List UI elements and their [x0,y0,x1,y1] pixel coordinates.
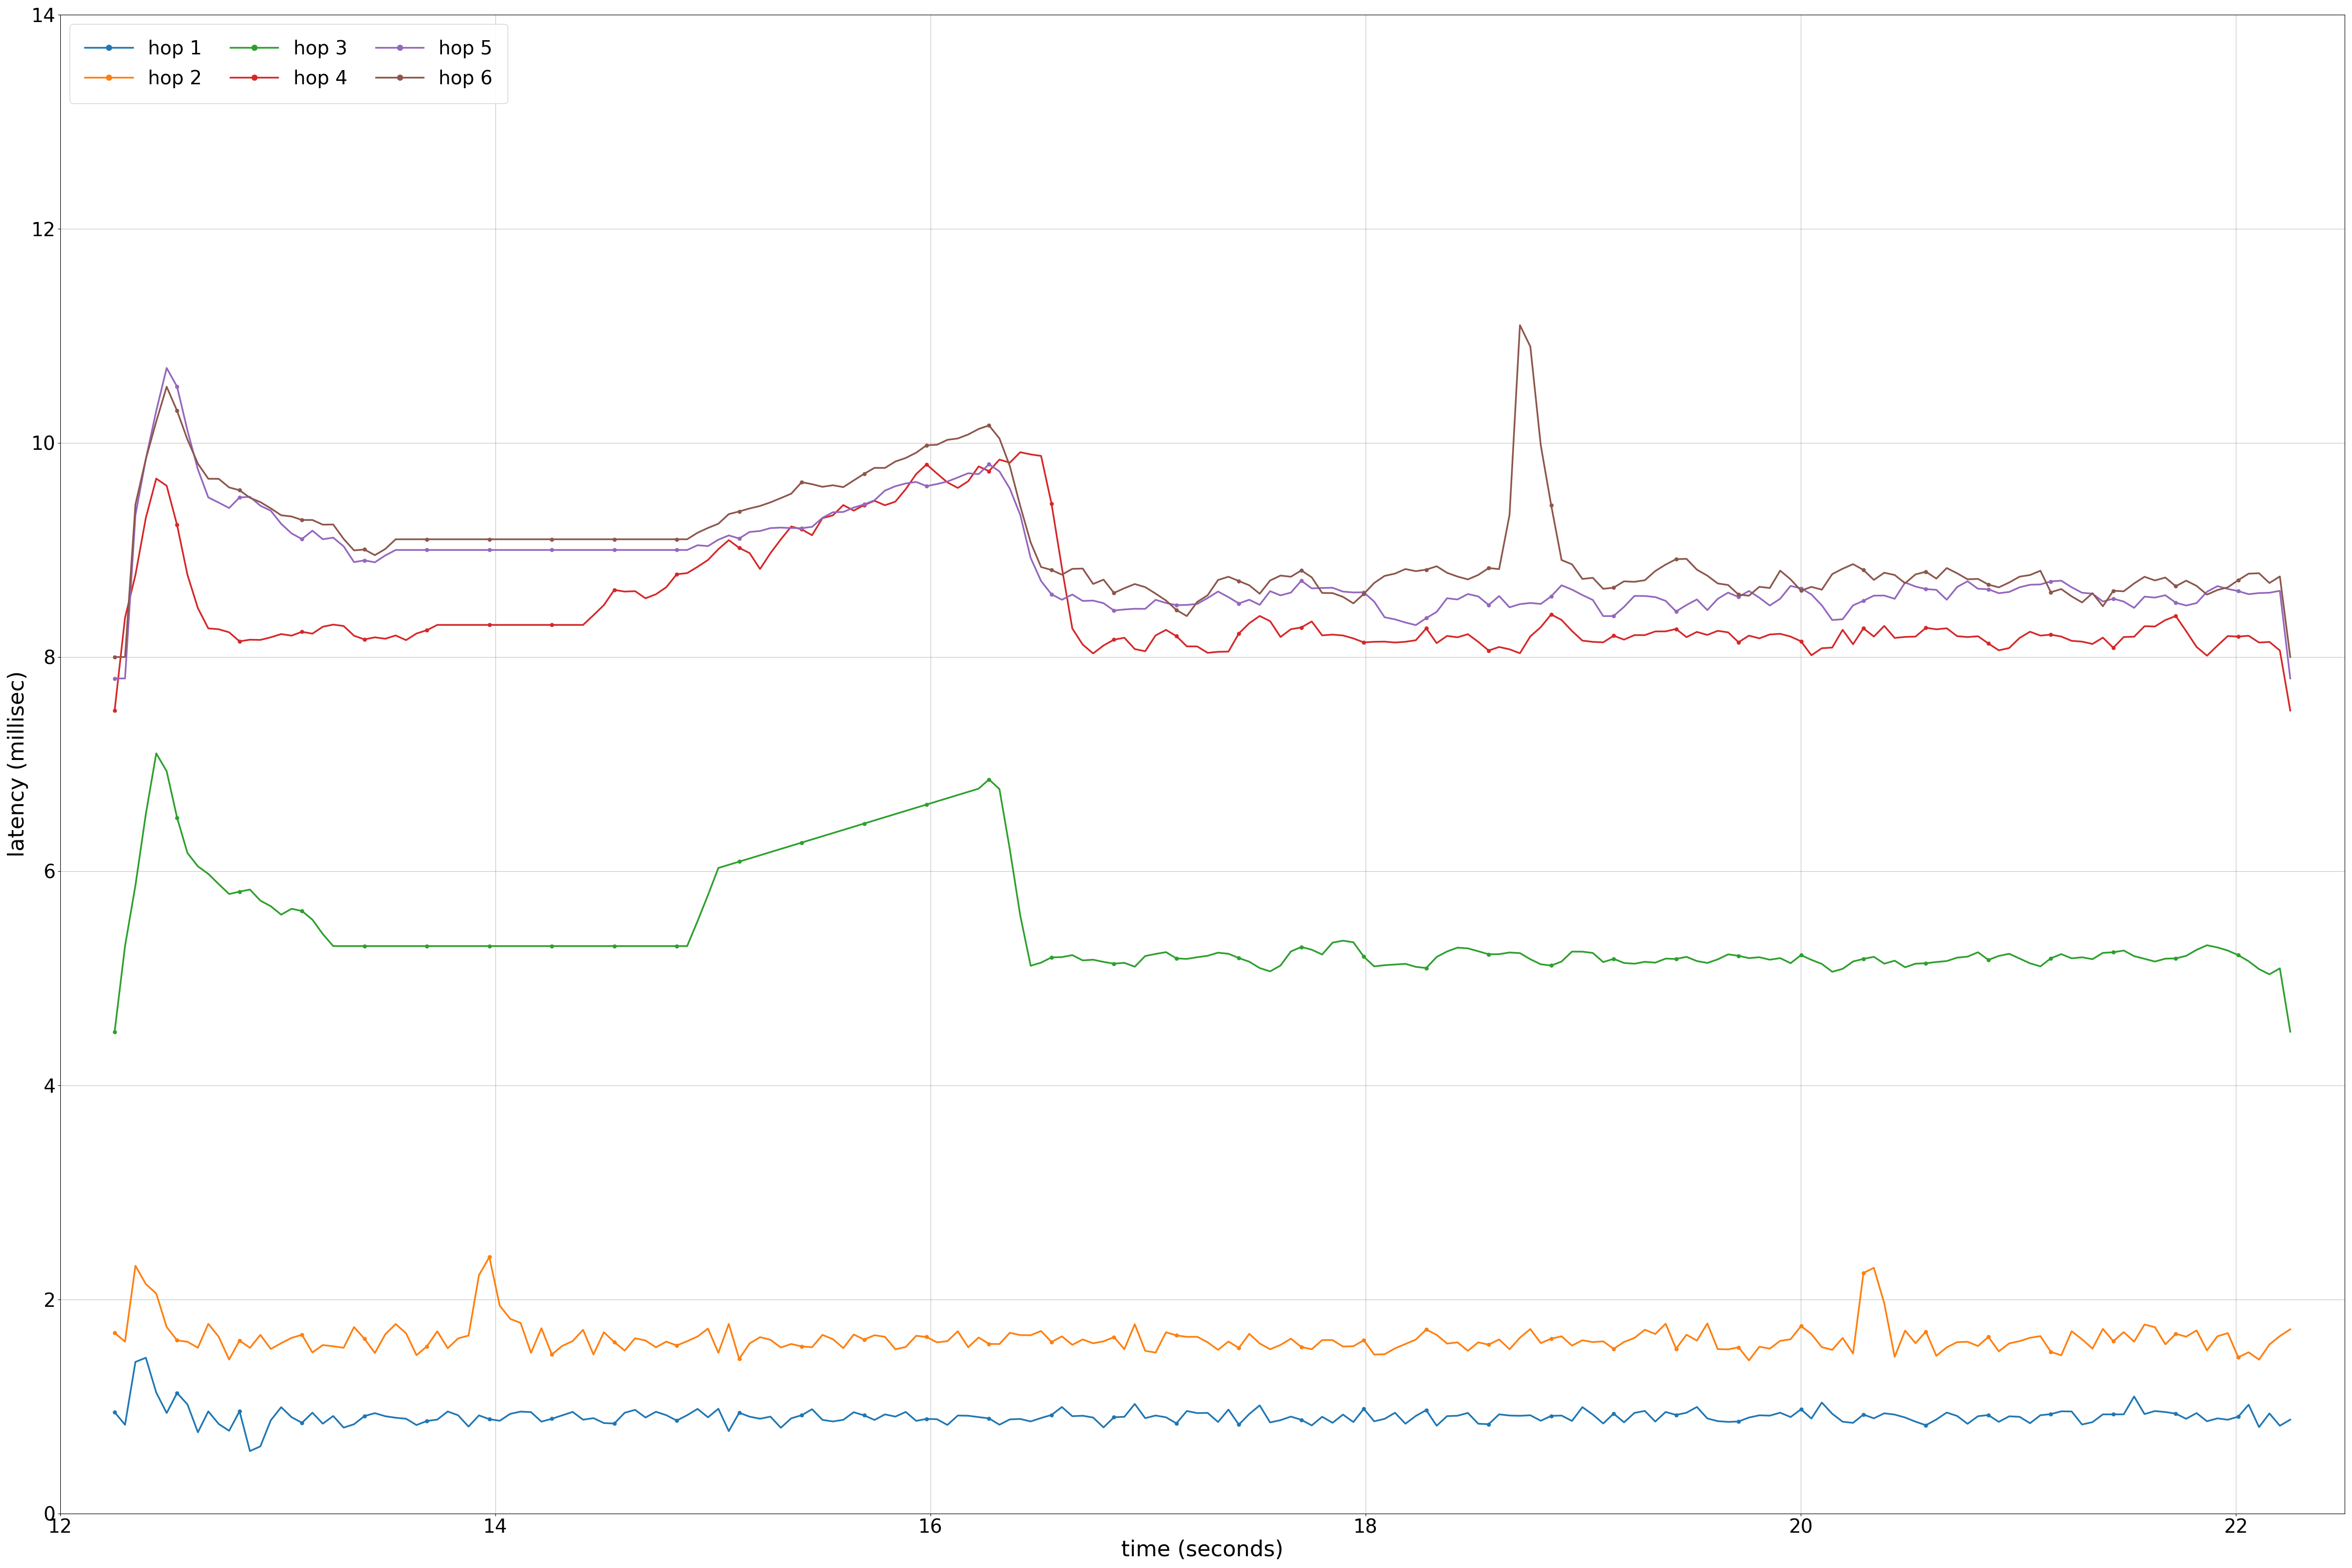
hop 5 [101,670,129,688]
hop 1 [1152,1408,1181,1427]
hop 2 [475,1248,503,1267]
hop 3 [1933,952,1962,971]
X-axis label: time (seconds): time (seconds) [1122,1540,1284,1560]
Line: hop 4: hop 4 [113,450,2291,712]
hop 2 [101,1323,129,1342]
hop 3 [141,743,169,762]
hop 1 [579,1408,607,1427]
hop 4 [1141,626,1169,644]
hop 6 [1505,315,1534,334]
hop 1 [132,1348,160,1367]
hop 5 [1141,591,1169,610]
hop 6 [122,495,151,514]
hop 6 [1933,558,1962,577]
Line: hop 3: hop 3 [113,751,2291,1033]
hop 1 [101,1403,129,1422]
hop 5 [1192,588,1221,607]
hop 4 [557,616,586,635]
hop 1 [2277,1410,2305,1428]
Line: hop 1: hop 1 [113,1356,2291,1454]
hop 2 [569,1320,597,1339]
hop 2 [1141,1344,1169,1363]
hop 5 [122,506,151,525]
hop 4 [1192,643,1221,662]
hop 4 [2058,632,2086,651]
hop 5 [569,541,597,560]
hop 3 [101,1022,129,1041]
hop 4 [122,566,151,585]
hop 1 [1943,1406,1971,1425]
hop 6 [1131,577,1160,596]
hop 5 [153,359,181,378]
Line: hop 5: hop 5 [113,367,2291,681]
hop 6 [101,648,129,666]
hop 5 [2058,579,2086,597]
hop 3 [2277,1022,2305,1041]
hop 2 [1192,1333,1221,1352]
hop 3 [122,877,151,895]
hop 4 [1007,442,1035,461]
hop 1 [2067,1414,2096,1433]
hop 3 [1192,947,1221,966]
hop 2 [122,1256,151,1275]
hop 6 [2277,648,2305,666]
hop 1 [122,1353,151,1372]
hop 5 [2277,670,2305,688]
hop 2 [1943,1333,1971,1352]
hop 3 [569,936,597,955]
hop 2 [2067,1330,2096,1348]
hop 6 [1183,593,1211,612]
hop 1 [235,1441,263,1460]
hop 5 [1933,590,1962,608]
Y-axis label: latency (millisec): latency (millisec) [7,671,28,858]
hop 4 [1933,619,1962,638]
hop 6 [2058,586,2086,605]
hop 4 [101,701,129,720]
hop 2 [1736,1352,1764,1370]
Line: hop 2: hop 2 [113,1256,2291,1363]
Line: hop 6: hop 6 [113,323,2291,659]
hop 6 [557,530,586,549]
hop 2 [2277,1320,2305,1339]
Legend: hop 1, hop 2, hop 3, hop 4, hop 5, hop 6: hop 1, hop 2, hop 3, hop 4, hop 5, hop 6 [71,24,508,103]
hop 3 [1141,944,1169,963]
hop 4 [2277,701,2305,720]
hop 1 [1204,1413,1232,1432]
hop 3 [2058,949,2086,967]
